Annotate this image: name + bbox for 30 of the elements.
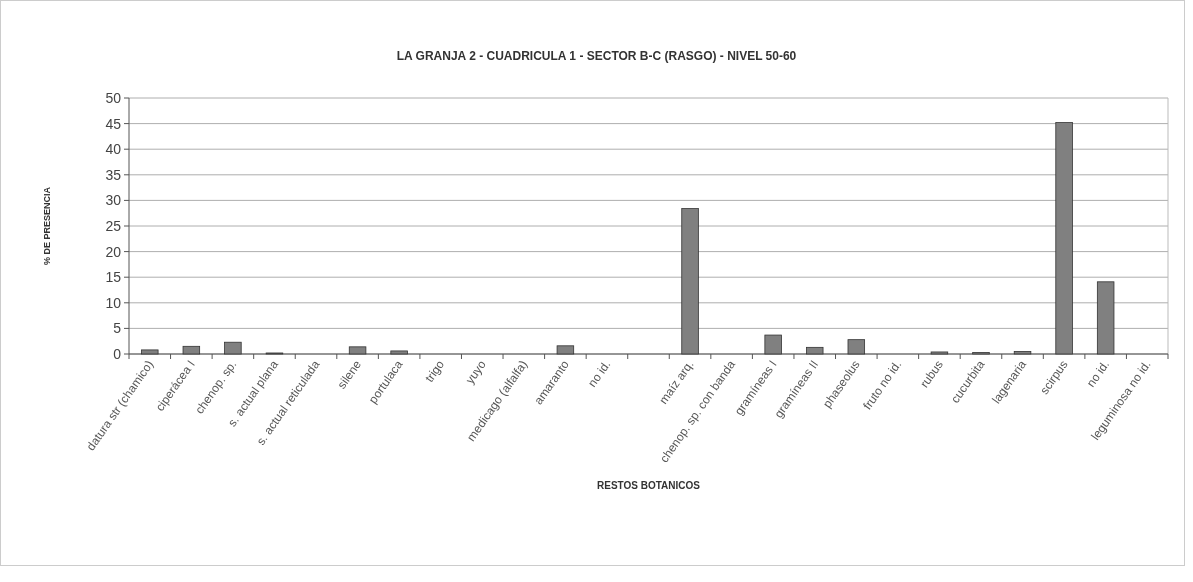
- bar: [847, 339, 866, 355]
- y-tick-label: 10: [105, 294, 122, 311]
- y-tick-label: 45: [105, 115, 122, 132]
- bar: [556, 345, 575, 355]
- bar: [806, 346, 824, 355]
- bar: [182, 345, 201, 355]
- y-axis-title: % DE PRESENCIA: [42, 186, 52, 266]
- bar: [1055, 122, 1073, 355]
- y-tick-label: 50: [105, 89, 122, 106]
- bar: [224, 341, 242, 355]
- y-tick-label: 25: [105, 217, 122, 234]
- y-tick-label: 40: [105, 141, 122, 158]
- bar: [764, 334, 782, 355]
- y-tick-label: 30: [105, 192, 122, 209]
- bar: [348, 346, 367, 355]
- x-axis-title: RESTOS BOTANICOS: [597, 480, 701, 491]
- bar: [141, 349, 159, 355]
- bar: [1096, 281, 1115, 355]
- x-tick-label: no id.: [1083, 357, 1113, 390]
- y-tick-label: 5: [113, 320, 122, 337]
- bar: [390, 350, 408, 355]
- bar: [681, 208, 699, 355]
- y-tick-label: 20: [105, 243, 122, 260]
- x-tick-label: no id.: [585, 357, 614, 390]
- y-tick-label: 15: [105, 269, 122, 286]
- chart-title: LA GRANJA 2 - CUADRICULA 1 - SECTOR B-C (RASGO) - NIVEL 50-60: [396, 49, 797, 63]
- bar: [930, 351, 949, 355]
- y-tick-label: 0: [113, 345, 122, 362]
- y-tick-label: 35: [105, 166, 122, 183]
- bar: [1013, 351, 1032, 355]
